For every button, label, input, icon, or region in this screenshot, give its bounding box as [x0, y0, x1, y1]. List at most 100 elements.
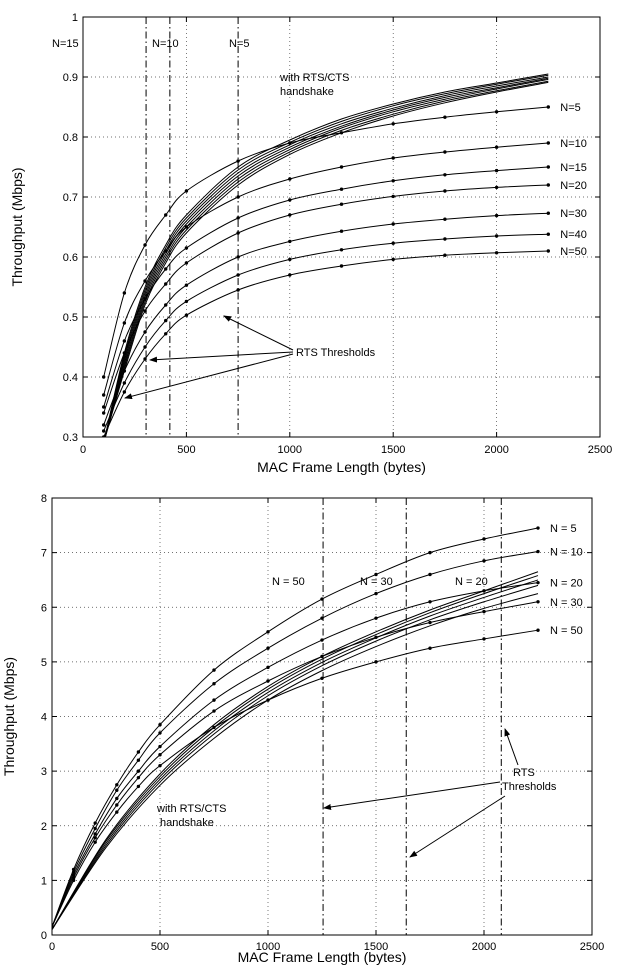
series-point	[428, 572, 432, 577]
series-point	[212, 725, 216, 730]
y-tick-label: 0.7	[63, 192, 78, 204]
series-point	[115, 796, 119, 801]
series-point	[546, 141, 550, 145]
rts-series-line	[52, 579, 539, 930]
plot-frame	[82, 16, 601, 438]
series-point	[536, 549, 540, 554]
series-point	[122, 291, 127, 295]
series-label: N = 10	[550, 547, 583, 559]
rts-series-line	[104, 78, 549, 437]
series-point	[428, 550, 432, 555]
chart-panel-2: 0 500 1000 1500 2000 2500 0 1 2 3 4 5 6 7 8 MAC Frame L…	[1, 493, 604, 965]
series-point	[546, 211, 550, 215]
series-point	[391, 122, 395, 126]
y-tick-label: 0.4	[63, 372, 78, 384]
y-axis-label: Throughput (Mbps)	[9, 167, 25, 286]
rts-series-line	[104, 76, 549, 437]
threshold-label: N = 20	[455, 576, 488, 588]
series-point	[339, 165, 344, 169]
series-point	[164, 332, 168, 336]
x-tick-label: 1000	[256, 941, 280, 953]
series-point	[93, 826, 97, 831]
rts-series-line	[104, 80, 549, 437]
series-line	[103, 106, 549, 378]
series-point	[546, 165, 550, 169]
series-label: N=5	[560, 102, 581, 114]
x-tick-label: 2000	[472, 941, 496, 953]
series-point	[158, 731, 162, 735]
series-point	[101, 405, 106, 409]
y-tick-label: 7	[41, 548, 47, 560]
series-label: N=30	[560, 208, 587, 220]
series-point	[212, 698, 216, 702]
rts-cts-label: with RTS/CTS	[156, 803, 226, 815]
series-point	[536, 580, 540, 585]
series-line	[52, 601, 539, 928]
series-point	[236, 255, 240, 259]
y-tick-label: 0.6	[63, 252, 78, 264]
series-point	[115, 810, 119, 814]
series-point	[391, 241, 395, 245]
series-point	[374, 616, 378, 620]
series-point	[184, 261, 189, 265]
series-point	[494, 145, 499, 149]
rts-series-line	[52, 593, 539, 930]
series-point	[93, 821, 97, 825]
series-line	[103, 212, 549, 426]
series-point	[122, 339, 127, 343]
series-point	[443, 189, 447, 193]
series-point	[494, 185, 499, 190]
series-point	[494, 213, 499, 218]
series-point	[391, 257, 395, 262]
series-point	[494, 110, 499, 114]
rts-cts-label: with RTS/CTS	[279, 72, 349, 84]
series-point	[536, 628, 540, 632]
series-point	[122, 390, 127, 394]
series-point	[443, 237, 447, 241]
threshold-label: N=10	[152, 38, 179, 50]
series-line	[103, 142, 549, 396]
series-point	[494, 234, 499, 238]
series-point	[236, 216, 240, 220]
rts-threshold-arrow	[149, 351, 294, 363]
series-label: N = 30	[550, 597, 583, 609]
series-point	[164, 249, 168, 253]
x-tick-label: 500	[151, 941, 169, 953]
rts-threshold-arrow	[409, 795, 506, 858]
series-point	[266, 679, 270, 683]
series-point	[288, 273, 292, 277]
series-point	[443, 253, 447, 257]
series-point	[158, 744, 162, 749]
y-tick-label: 5	[41, 657, 47, 669]
series-point	[184, 283, 189, 287]
y-tick-label: 1	[72, 12, 78, 24]
series-point	[136, 750, 141, 754]
series-point	[546, 105, 550, 109]
series-label: N = 20	[550, 578, 583, 590]
series-point	[339, 248, 344, 252]
series-point	[482, 589, 486, 593]
series-point	[428, 646, 432, 650]
y-tick-label: 8	[41, 493, 47, 505]
series-point	[288, 213, 292, 217]
series-line	[103, 233, 549, 432]
series-point	[339, 187, 344, 191]
series-point	[288, 198, 292, 202]
rts-thresholds-label: RTS	[513, 767, 535, 779]
y-tick-label: 0.8	[63, 132, 78, 144]
series-point	[546, 249, 550, 253]
rts-series-line	[52, 575, 539, 930]
y-tick-label: 3	[41, 766, 47, 778]
series-point	[391, 179, 395, 183]
series-point	[320, 654, 324, 659]
series-label: N=10	[560, 138, 587, 150]
rts-thresholds-label: RTS Thresholds	[296, 347, 376, 359]
rts-series-line	[52, 584, 539, 930]
x-tick-label: 500	[177, 444, 195, 456]
series-point	[101, 393, 106, 397]
series-point	[212, 668, 216, 672]
series-point	[212, 682, 216, 686]
y-axis-label: Throughput (Mbps)	[1, 657, 17, 776]
rts-cts-label: handshake	[280, 86, 334, 98]
